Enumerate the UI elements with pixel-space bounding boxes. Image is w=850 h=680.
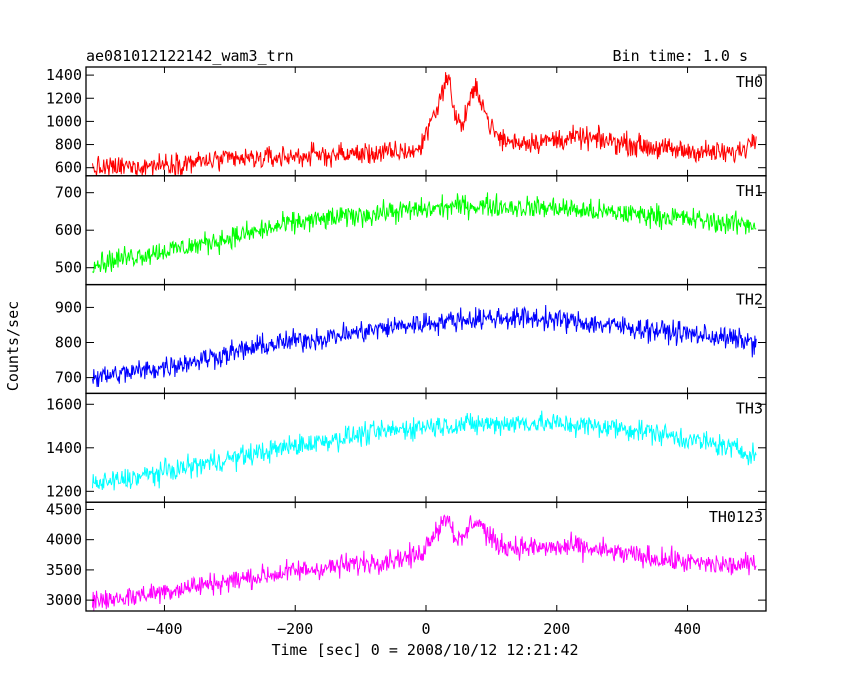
panel-th0123: 3000 3500 4000 4500 TH0123 [46, 500, 767, 612]
chart-title: ae081012122142_wam3_trn [86, 47, 294, 65]
panel-frame-th3 [85, 392, 767, 503]
y-axis-label: Counts/sec [4, 301, 22, 391]
series-line-th3 [92, 410, 757, 491]
y-tick-label: 600 [55, 159, 82, 177]
y-tick-label: 1600 [46, 395, 82, 413]
panel-th0: 600 800 1000 1200 1400 TH0 [46, 66, 767, 177]
y-tick-label: 700 [55, 369, 82, 387]
y-tick-label: 1400 [46, 66, 82, 84]
x-tick-label: −200 [277, 620, 313, 638]
series-line-th2 [92, 304, 757, 388]
panel-th3: 1200 1400 1600 TH3 [46, 392, 767, 503]
x-tick-label: 0 [421, 620, 430, 638]
y-tick-label: 1400 [46, 439, 82, 457]
y-tick-label: 1200 [46, 89, 82, 107]
x-tick-labels: −400 −200 0 200 400 [146, 620, 701, 638]
y-tick-label: 800 [55, 334, 82, 352]
y-tick-label: 3500 [46, 561, 82, 579]
y-tick-label: 800 [55, 136, 82, 154]
series-label-th3: TH3 [736, 399, 763, 417]
y-tick-label: 4000 [46, 531, 82, 549]
series-label-th0: TH0 [736, 73, 763, 91]
series-line-th1 [92, 192, 757, 274]
panel-group: 600 800 1000 1200 1400 TH0 500 600 700 TH1 700 800 9… [46, 66, 767, 612]
y-tick-label: 500 [55, 259, 82, 277]
y-tick-label: 4500 [46, 500, 82, 518]
series-line-th0123 [92, 514, 757, 611]
x-tick-label: −400 [146, 620, 182, 638]
panel-frame-th0123 [85, 501, 767, 612]
series-label-th2: TH2 [736, 291, 763, 309]
y-tick-label: 1200 [46, 482, 82, 500]
series-label-th1: TH1 [736, 182, 763, 200]
series-label-th0123: TH0123 [709, 508, 763, 526]
y-tick-label: 600 [55, 221, 82, 239]
panel-th1: 500 600 700 TH1 [55, 175, 767, 286]
bin-time-label: Bin time: 1.0 s [613, 47, 748, 65]
panel-th2: 700 800 900 TH2 [55, 283, 767, 395]
series-line-th0 [92, 72, 757, 177]
y-tick-label: 3000 [46, 591, 82, 609]
panel-frame-th2 [85, 283, 767, 395]
x-tick-label: 200 [543, 620, 570, 638]
y-tick-label: 1000 [46, 112, 82, 130]
y-tick-label: 700 [55, 184, 82, 202]
y-tick-label: 900 [55, 298, 82, 316]
panel-frame-th1 [85, 175, 767, 286]
x-axis-label: Time [sec] 0 = 2008/10/12 12:21:42 [271, 641, 578, 659]
x-tick-label: 400 [674, 620, 701, 638]
